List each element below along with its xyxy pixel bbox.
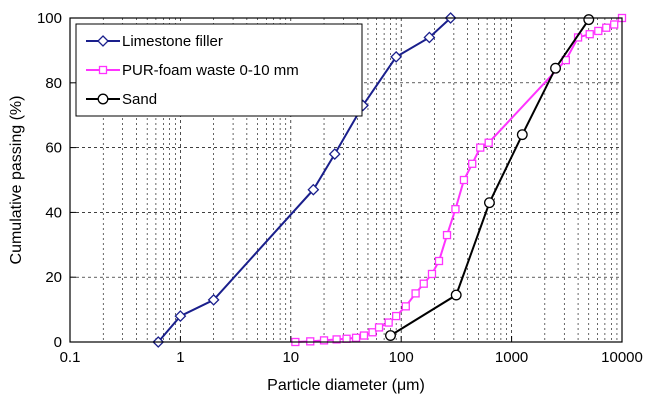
data-point bbox=[332, 335, 341, 344]
y-tick-label: 60 bbox=[45, 140, 62, 157]
data-point bbox=[419, 279, 428, 288]
series-2 bbox=[385, 14, 595, 341]
legend-box bbox=[75, 23, 363, 117]
data-point bbox=[401, 302, 410, 311]
legend-item: Sand bbox=[86, 91, 157, 108]
data-point bbox=[423, 31, 436, 44]
legend-swatch-marker bbox=[97, 35, 109, 47]
plot-frame bbox=[69, 17, 623, 343]
y-tick-label: 20 bbox=[45, 269, 62, 286]
data-point bbox=[319, 336, 329, 345]
data-point bbox=[307, 183, 320, 196]
legend-label: PUR-foam waste 0-10 mm bbox=[122, 62, 299, 79]
x-tick-label: 1 bbox=[176, 349, 184, 366]
series-0 bbox=[152, 12, 457, 348]
data-point bbox=[374, 323, 384, 332]
x-axis-title: Particle diameter (μm) bbox=[267, 377, 425, 394]
data-point bbox=[442, 230, 452, 240]
data-point bbox=[483, 197, 495, 209]
data-point bbox=[411, 289, 420, 298]
legend-item: Limestone filler bbox=[86, 33, 223, 50]
data-point bbox=[561, 55, 570, 65]
y-tick-label: 100 bbox=[37, 10, 62, 27]
y-tick-label: 80 bbox=[45, 75, 62, 92]
data-point bbox=[359, 331, 369, 340]
data-point bbox=[351, 333, 361, 342]
data-point bbox=[550, 62, 561, 74]
data-point bbox=[583, 14, 595, 26]
data-point bbox=[476, 143, 485, 152]
axes: 0.1 1 10 100 1000 10000 0 20 40 60 80 100 bbox=[37, 10, 643, 366]
legend-swatch-marker bbox=[98, 65, 108, 75]
x-tick-label: 10 bbox=[282, 349, 299, 366]
data-point bbox=[207, 293, 220, 306]
y-tick-label: 40 bbox=[45, 204, 62, 221]
data-point bbox=[385, 330, 396, 341]
data-point bbox=[390, 50, 403, 63]
legend-item: PUR-foam waste 0-10 mm bbox=[86, 62, 299, 79]
data-point bbox=[450, 289, 462, 301]
x-tick-label: 0.1 bbox=[60, 349, 81, 366]
data-point bbox=[585, 30, 594, 39]
data-point bbox=[174, 310, 187, 322]
data-point bbox=[434, 256, 444, 266]
legend: Limestone filler PUR-foam waste 0-10 mm Sa… bbox=[75, 23, 363, 117]
x-tick-label: 100 bbox=[389, 349, 414, 366]
series-line bbox=[389, 19, 590, 337]
y-tick-label: 0 bbox=[54, 334, 62, 351]
x-tick-label: 10000 bbox=[601, 349, 643, 366]
data-point bbox=[594, 26, 603, 36]
data-point bbox=[516, 129, 528, 141]
legend-label: Sand bbox=[122, 91, 157, 108]
data-point bbox=[368, 328, 377, 337]
x-tick-label: 1000 bbox=[495, 349, 528, 366]
data-point bbox=[427, 269, 437, 279]
data-point bbox=[384, 318, 393, 327]
data-point bbox=[451, 205, 460, 214]
data-point bbox=[306, 337, 315, 346]
data-point bbox=[328, 148, 341, 160]
data-point bbox=[468, 159, 477, 168]
data-point bbox=[602, 23, 611, 32]
y-axis-title: Cumulative passing (%) bbox=[8, 96, 25, 265]
data-point bbox=[610, 20, 619, 29]
data-point bbox=[342, 334, 351, 343]
data-point bbox=[459, 175, 469, 185]
legend-swatch-marker bbox=[97, 93, 109, 105]
series-layer bbox=[152, 12, 627, 348]
legend-label: Limestone filler bbox=[122, 33, 223, 50]
data-point bbox=[391, 311, 401, 321]
data-point bbox=[484, 138, 493, 147]
